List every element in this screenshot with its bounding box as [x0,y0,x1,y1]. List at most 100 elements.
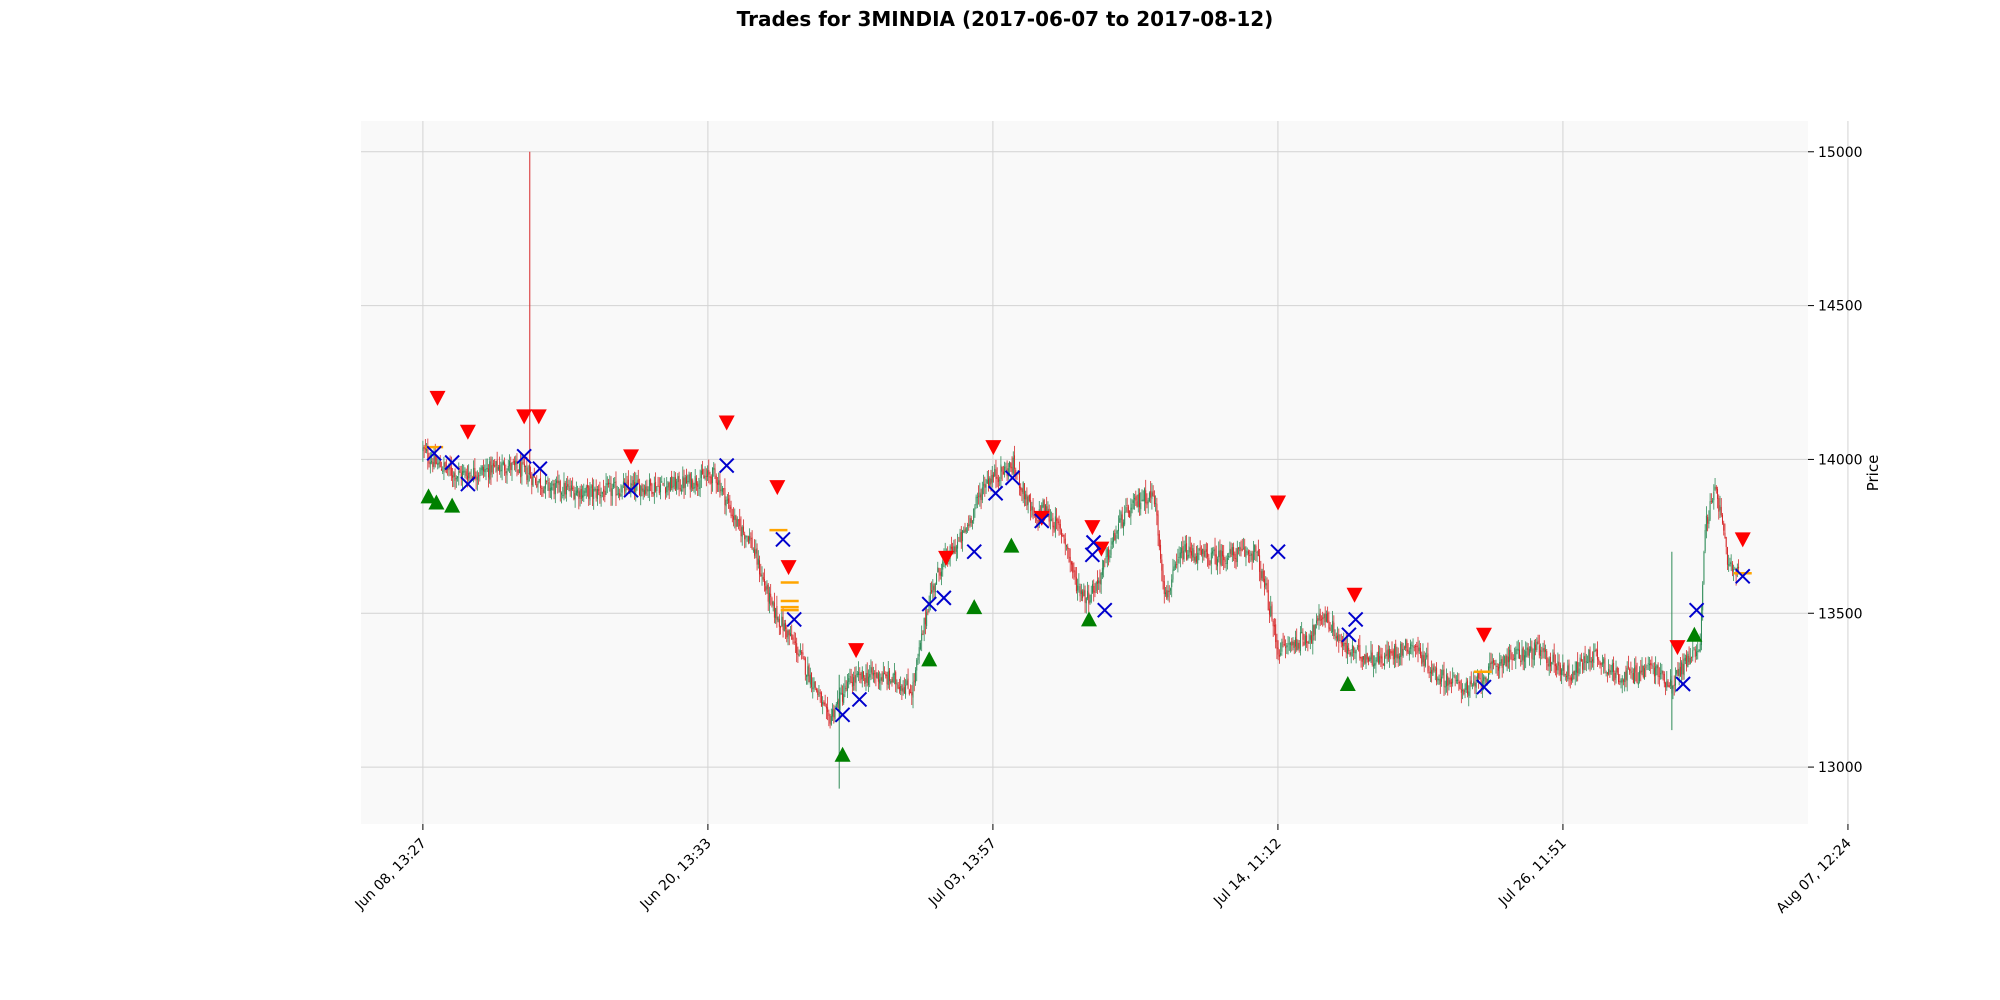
candle-body [1194,556,1196,562]
y-tick-label: 14500 [1818,299,1863,315]
candle-body [1370,650,1372,660]
candle-body [1268,608,1270,615]
candle-body [1509,649,1511,662]
candle-body [1448,678,1450,685]
candle-body [1208,557,1210,565]
candle-body [1391,651,1393,653]
candle-body [1585,661,1587,663]
candle-body [1469,681,1471,691]
candle-body [1141,499,1143,502]
candle-body [631,484,633,486]
exit-marker-stroke [1476,679,1492,695]
candle-body [846,681,848,691]
sell-marker [1033,510,1050,526]
candle-body [530,474,532,479]
candle-body [752,549,754,551]
candle-body [1134,497,1136,500]
exit-marker [966,544,982,560]
exit-marker-stroke [718,457,735,474]
candle-body [1427,653,1429,672]
candle-body [483,467,485,472]
candle-body [574,493,576,500]
candle-body [1189,547,1191,553]
candle-body [1536,642,1538,651]
exit-marker-stroke [1085,534,1102,551]
buy-marker [420,488,437,504]
candle-body [655,481,657,492]
candle-body [1098,580,1100,584]
candle-body [1641,664,1643,673]
candle-body [849,676,851,678]
candle-body [1125,507,1127,512]
candle-body [1687,653,1689,667]
candle-body [806,674,808,677]
exit-marker [851,691,868,708]
candle-body [1490,661,1492,665]
candle-body [694,476,696,489]
candle-body [914,670,916,683]
candle-body [429,462,431,465]
candle-body [770,593,772,597]
candle-body [1455,680,1457,682]
candle-body [1731,563,1733,572]
candle-body [1171,579,1173,588]
candle-body [1162,570,1164,583]
candle-body [1229,548,1231,554]
buy-marker [1081,611,1098,627]
candle-body [890,680,892,683]
exit-marker-stroke [921,596,937,612]
candle-body [619,493,621,497]
candle-body [575,490,577,496]
candle-body [850,676,852,683]
candle-body [1522,647,1524,661]
candle-body [1538,645,1540,656]
candle-body [1242,548,1244,550]
candle-body [1532,658,1534,660]
candle-body [1151,492,1153,500]
candle-body [1476,675,1478,682]
candle-body [804,658,806,675]
candle-body [1644,668,1646,679]
candle-body [1005,466,1007,468]
candle-body [1301,631,1303,634]
candle-body [953,545,955,553]
candle-body [1155,503,1157,504]
candle-body [723,488,725,490]
candle-body [1139,492,1141,508]
candle-body [1389,648,1391,658]
candle-body [520,461,522,478]
candle-body [1088,592,1090,604]
candle-body [1187,554,1189,560]
candle-body [986,479,988,484]
candle-body [636,480,638,482]
candle-body [1354,651,1356,653]
candle-body [1028,494,1030,501]
exit-marker-stroke [1034,513,1050,529]
candle-body [1266,583,1268,590]
candle-body [433,454,435,467]
candle-body [1214,548,1216,557]
candle-body [726,499,728,501]
candle-body [858,671,860,675]
sell-marker [1669,640,1686,656]
candle-body [1367,657,1369,662]
candle-body [615,481,617,497]
y-axis: 13000 13500 14000 14500 15000 [1808,145,1863,776]
candle-body [1564,673,1566,675]
candle-body [1023,483,1025,500]
exit-marker [1476,679,1492,695]
candle-body [1504,656,1506,664]
candle-body [978,495,980,497]
candle-body [1479,677,1481,680]
candle-body [1693,647,1695,649]
candle-body [643,489,645,495]
buy-marker [1339,676,1356,692]
candle-body [1021,488,1023,493]
candle-body [1043,499,1045,514]
candle-body [707,470,709,477]
candle-body [1457,679,1459,681]
candle-body [1036,516,1038,521]
candle-body [1273,624,1275,627]
candle-body [876,672,878,679]
candle-body [1453,674,1455,677]
